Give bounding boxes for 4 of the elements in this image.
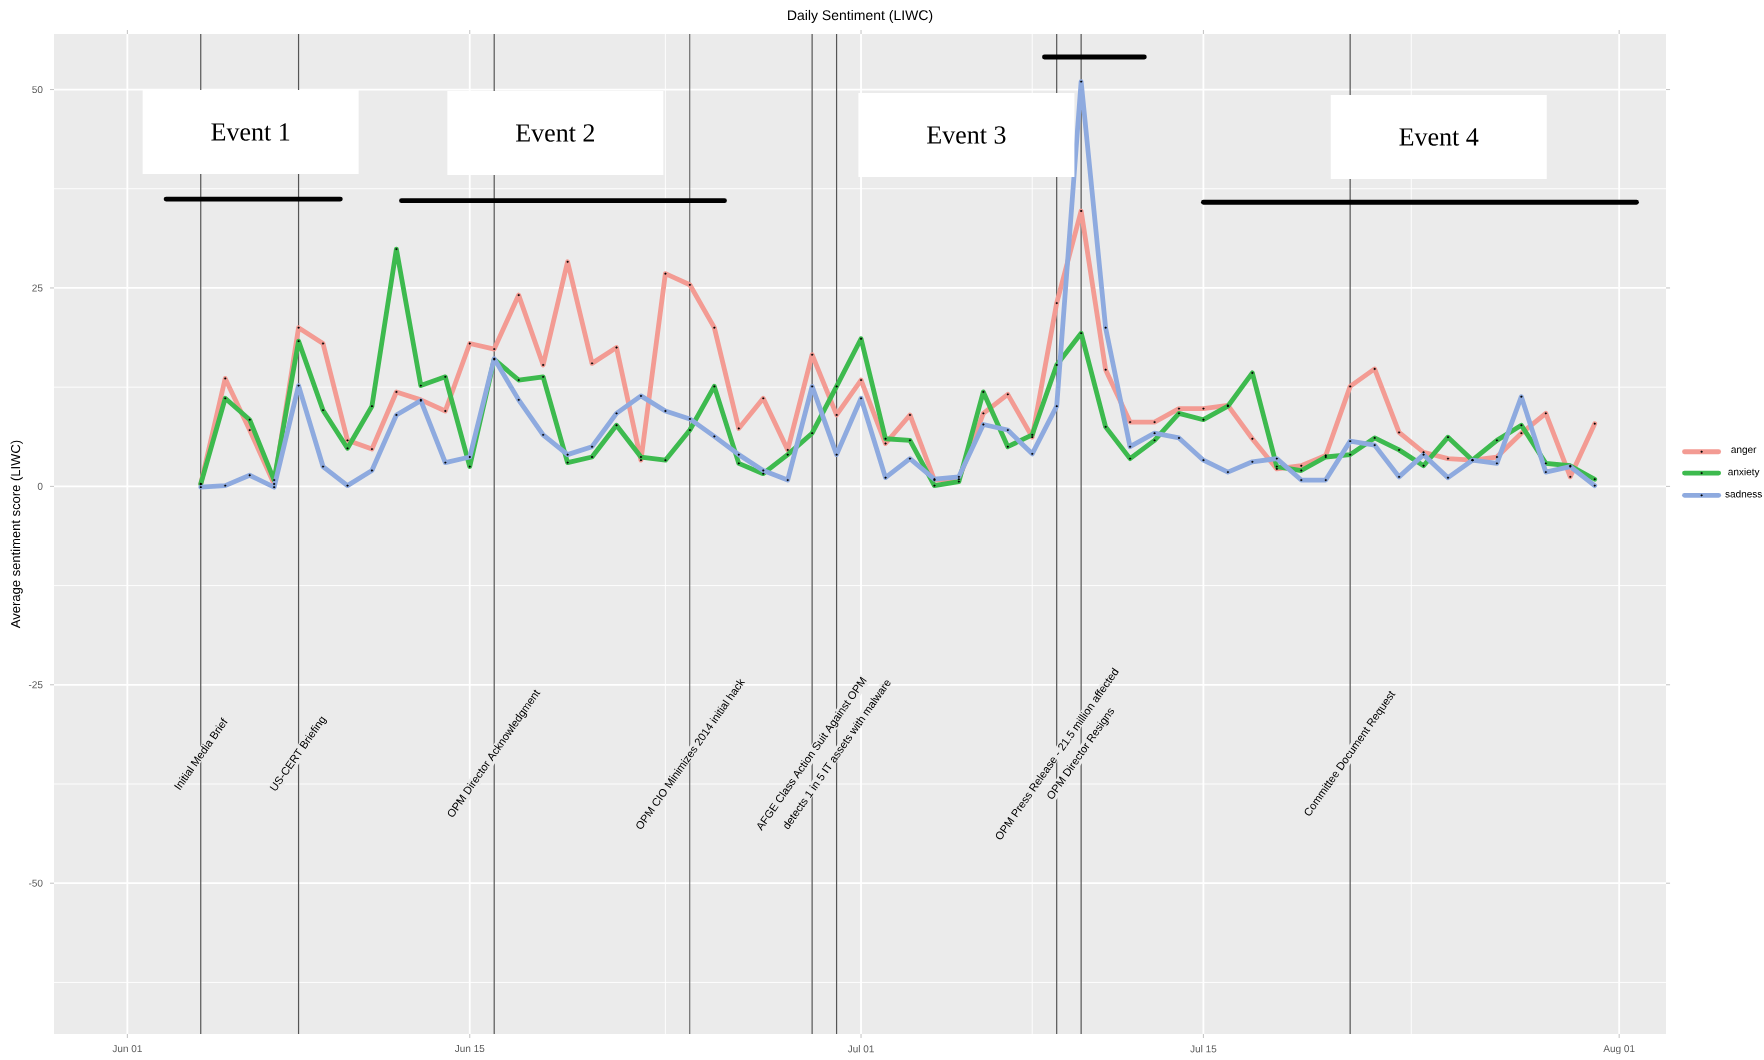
annotation: Event 3 — [927, 126, 1006, 144]
annotation: Event 2 — [516, 124, 594, 142]
annotation: Event 4 — [1399, 128, 1479, 146]
annotation: Event 1 — [211, 123, 290, 141]
